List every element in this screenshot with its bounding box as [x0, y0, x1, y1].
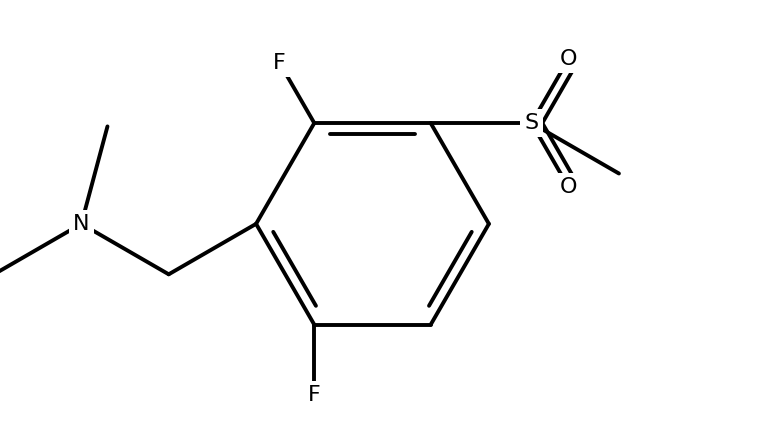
Text: S: S: [525, 113, 539, 133]
Text: O: O: [559, 49, 577, 69]
Text: N: N: [73, 214, 89, 234]
Text: O: O: [559, 177, 577, 197]
Text: F: F: [308, 385, 320, 405]
Text: F: F: [273, 52, 286, 72]
